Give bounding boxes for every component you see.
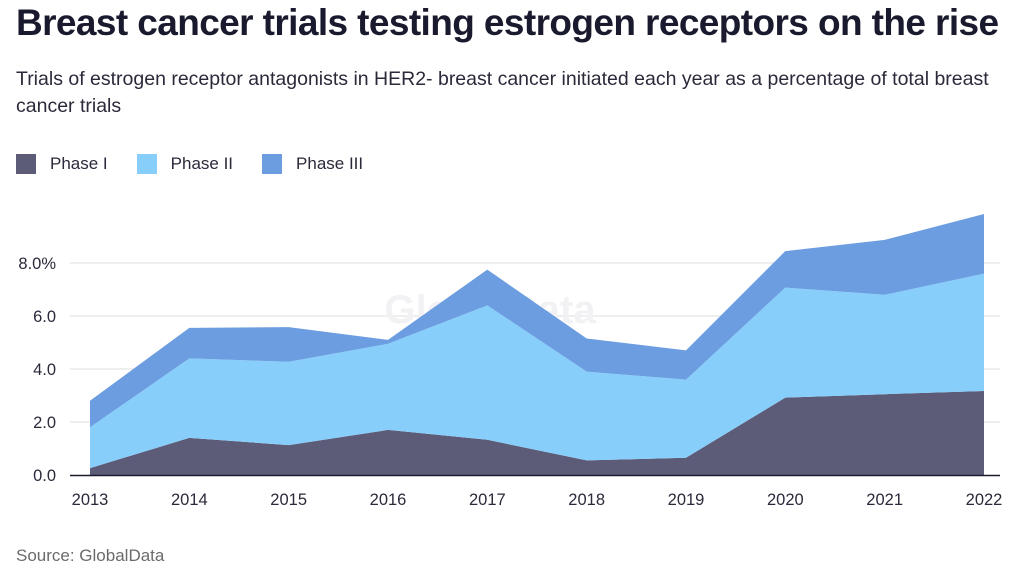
y-tick-label: 8.0% <box>18 255 56 273</box>
legend-item-phase-3[interactable]: Phase III <box>262 154 363 174</box>
x-tick-label: 2020 <box>767 491 804 509</box>
x-tick-label: 2015 <box>270 491 307 509</box>
y-axis-ticks: 0.0 2.0 4.0 6.0 8.0% <box>18 255 56 485</box>
y-tick-label: 6.0 <box>33 308 56 326</box>
legend-swatch-phase-1 <box>16 154 36 174</box>
legend-label-phase-3: Phase III <box>296 154 364 173</box>
x-tick-label: 2021 <box>866 491 903 509</box>
area-phase-ii[interactable] <box>90 273 984 469</box>
chart-subtitle: Trials of estrogen receptor antagonists … <box>16 68 989 117</box>
legend: Phase I Phase II Phase III <box>16 154 392 174</box>
legend-swatch-phase-2 <box>136 154 157 174</box>
legend-swatch-phase-3 <box>262 154 283 174</box>
x-tick-label: 2017 <box>469 491 506 509</box>
x-tick-label: 2016 <box>370 491 407 509</box>
area-phase-iii[interactable] <box>90 214 984 428</box>
legend-item-phase-2[interactable]: Phase II <box>136 154 234 174</box>
x-tick-label: 2022 <box>966 491 1003 509</box>
x-tick-label: 2019 <box>668 491 705 509</box>
x-tick-label: 2013 <box>72 491 109 509</box>
area-phase-i[interactable] <box>90 391 984 475</box>
x-axis-ticks: 2013 2014 2015 2016 2017 2018 2019 2020 2021 2022 <box>72 491 1003 509</box>
source-note: Source: GlobalData <box>16 546 165 565</box>
y-tick-label: 4.0 <box>33 361 56 379</box>
chart-title: Breast cancer trials testing estrogen re… <box>16 2 999 43</box>
legend-label-phase-2: Phase II <box>170 154 234 173</box>
legend-item-phase-1[interactable]: Phase I <box>16 154 108 174</box>
x-tick-label: 2018 <box>568 491 605 509</box>
y-tick-label: 2.0 <box>33 414 56 432</box>
x-tick-label: 2014 <box>171 491 208 509</box>
legend-label-phase-1: Phase I <box>50 154 108 173</box>
y-tick-label: 0.0 <box>33 467 56 485</box>
series-areas <box>90 214 984 475</box>
